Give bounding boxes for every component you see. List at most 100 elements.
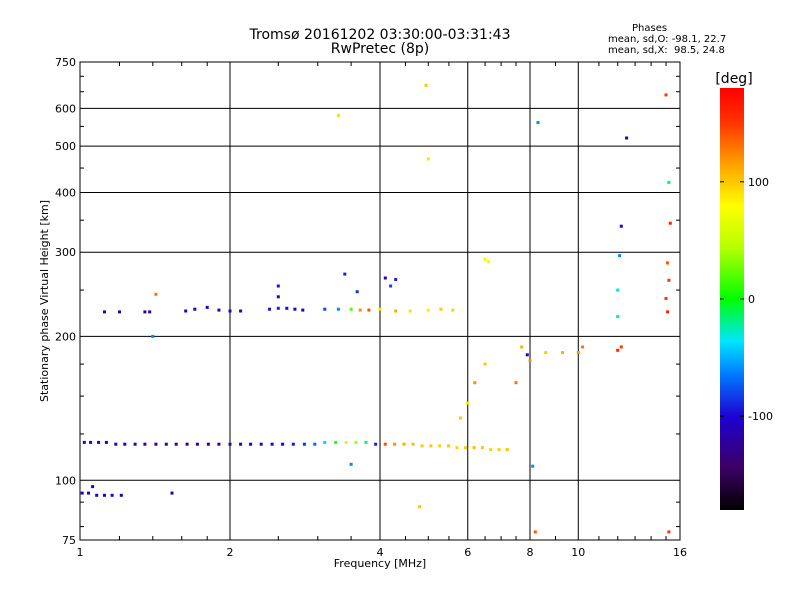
data-point bbox=[393, 442, 397, 446]
x-axis-label: Frequency [MHz] bbox=[334, 557, 426, 570]
data-point bbox=[118, 310, 121, 314]
data-point bbox=[114, 442, 118, 446]
data-point bbox=[483, 362, 487, 366]
phase-heading: Phases bbox=[632, 23, 668, 34]
data-point bbox=[268, 307, 271, 311]
data-point bbox=[143, 442, 147, 446]
data-point bbox=[276, 284, 280, 288]
data-point bbox=[581, 345, 585, 349]
y-tick-label: 200 bbox=[55, 330, 76, 343]
data-point bbox=[616, 288, 620, 292]
data-point bbox=[228, 442, 232, 446]
data-point bbox=[143, 310, 147, 314]
data-point bbox=[285, 306, 289, 310]
data-point bbox=[80, 491, 84, 495]
data-point bbox=[291, 442, 295, 446]
colorbar-ticks: 100 0 -100 bbox=[720, 176, 773, 423]
data-point bbox=[104, 440, 108, 444]
data-point bbox=[276, 306, 280, 310]
data-point bbox=[664, 93, 668, 97]
axis-ticks: 1 2 4 6 8 10 16 75 100 200 300 400 500 600 750 bbox=[55, 56, 687, 559]
data-point bbox=[154, 442, 158, 446]
chart-title: Tromsø 20161202 03:30:00-03:31:43 bbox=[249, 27, 511, 43]
data-point bbox=[531, 464, 535, 468]
data-point bbox=[164, 442, 168, 446]
data-point bbox=[458, 416, 462, 420]
data-point bbox=[528, 359, 532, 363]
data-point bbox=[301, 308, 305, 312]
y-tick-label: 100 bbox=[55, 474, 76, 487]
data-point bbox=[618, 254, 621, 258]
data-point bbox=[394, 278, 398, 281]
data-point bbox=[110, 493, 114, 497]
x-tick-label: 8 bbox=[527, 546, 534, 559]
data-point bbox=[455, 446, 459, 450]
data-point bbox=[408, 309, 412, 313]
data-point bbox=[439, 307, 443, 311]
data-point bbox=[383, 442, 387, 446]
data-point bbox=[520, 345, 524, 349]
data-point bbox=[133, 442, 137, 446]
data-point bbox=[466, 401, 470, 405]
y-tick-label: 750 bbox=[55, 56, 76, 69]
data-point bbox=[91, 485, 95, 489]
data-point bbox=[97, 440, 101, 444]
data-point bbox=[389, 284, 393, 288]
x-tick-label: 2 bbox=[227, 546, 234, 559]
x-tick-label: 4 bbox=[377, 546, 384, 559]
data-point bbox=[533, 530, 537, 534]
data-point bbox=[394, 309, 398, 313]
x-tick-label: 1 bbox=[77, 546, 84, 559]
data-point bbox=[472, 446, 476, 450]
data-point bbox=[239, 442, 243, 446]
data-points bbox=[80, 83, 672, 534]
data-point bbox=[438, 444, 442, 448]
data-point bbox=[82, 440, 86, 444]
data-point bbox=[354, 440, 358, 444]
data-point bbox=[349, 462, 353, 466]
colorbar-tick-label: 100 bbox=[748, 176, 769, 189]
data-point bbox=[483, 257, 487, 261]
data-point bbox=[426, 157, 430, 161]
data-point bbox=[420, 444, 424, 448]
data-point bbox=[336, 113, 340, 117]
data-point bbox=[374, 442, 378, 446]
data-point bbox=[576, 351, 580, 355]
data-point bbox=[544, 351, 548, 355]
colorbar-label: [deg] bbox=[715, 71, 752, 87]
data-point bbox=[668, 221, 672, 225]
data-point bbox=[170, 491, 174, 495]
data-point bbox=[667, 180, 671, 184]
data-point bbox=[217, 308, 221, 312]
data-point bbox=[217, 442, 221, 446]
data-point bbox=[249, 442, 253, 446]
data-point bbox=[367, 308, 371, 312]
data-point bbox=[418, 505, 421, 509]
data-point bbox=[378, 307, 382, 311]
data-point bbox=[302, 442, 306, 446]
data-point bbox=[239, 309, 243, 313]
y-tick-label: 300 bbox=[55, 246, 76, 259]
colorbar-tick-label: 0 bbox=[748, 293, 755, 306]
data-point bbox=[619, 345, 623, 349]
data-point bbox=[323, 307, 327, 311]
y-tick-label: 400 bbox=[55, 186, 76, 199]
data-point bbox=[525, 353, 529, 357]
x-tick-label: 6 bbox=[464, 546, 471, 559]
data-point bbox=[103, 310, 106, 314]
data-point bbox=[473, 381, 477, 385]
data-point bbox=[497, 448, 501, 451]
y-tick-label: 500 bbox=[55, 140, 76, 153]
data-point bbox=[426, 308, 430, 312]
data-point bbox=[336, 307, 340, 311]
data-point bbox=[464, 446, 468, 450]
chart-subtitle: RwPretec (8p) bbox=[330, 41, 430, 57]
y-tick-label: 600 bbox=[55, 102, 76, 115]
data-point bbox=[429, 444, 433, 448]
data-point bbox=[489, 448, 493, 451]
data-point bbox=[358, 308, 362, 312]
data-point bbox=[323, 440, 327, 444]
data-point bbox=[480, 446, 484, 450]
x-tick-label: 10 bbox=[571, 546, 585, 559]
